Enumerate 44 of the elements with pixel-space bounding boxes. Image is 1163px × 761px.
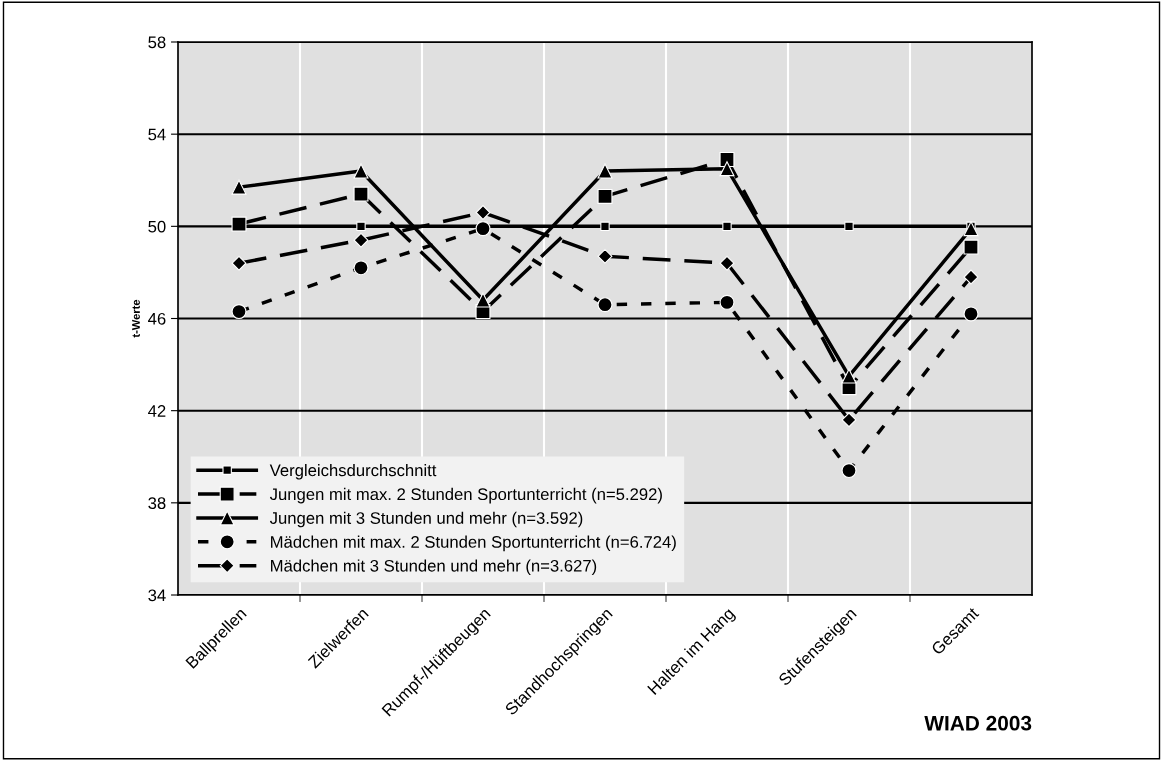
y-tick-label: 46 bbox=[148, 312, 166, 325]
point bbox=[719, 294, 735, 310]
point bbox=[475, 292, 491, 308]
legend-label: Jungen mit 3 Stunden und mehr (n=3.592) bbox=[269, 511, 583, 528]
y-tick-label: 38 bbox=[148, 497, 166, 510]
point bbox=[356, 221, 366, 232]
y-axis-title: t-Werte bbox=[132, 299, 140, 338]
point bbox=[353, 186, 369, 202]
point bbox=[231, 216, 247, 232]
point bbox=[719, 161, 735, 177]
point bbox=[353, 260, 369, 276]
point bbox=[597, 163, 613, 179]
point bbox=[231, 255, 247, 271]
legend-label: Mädchen mit max. 2 Stunden Sportunterricht (n=6.724) bbox=[271, 535, 676, 552]
point bbox=[963, 306, 979, 322]
point bbox=[963, 239, 979, 255]
point bbox=[597, 297, 613, 313]
point bbox=[600, 221, 610, 232]
y-tick-label: 34 bbox=[148, 589, 166, 602]
legend-label: Mädchen mit 3 Stunden und mehr (n=3.627) bbox=[271, 559, 597, 575]
y-tick-label: 42 bbox=[148, 405, 166, 417]
point bbox=[231, 179, 247, 195]
legend-label: Jungen mit max. 2 Stunden Sportunterricht (n=5.292) bbox=[269, 487, 662, 504]
point bbox=[841, 368, 857, 384]
y-tick-label: 58 bbox=[148, 36, 166, 49]
point bbox=[719, 255, 735, 271]
point bbox=[597, 248, 613, 264]
point bbox=[841, 463, 857, 479]
point bbox=[353, 163, 369, 179]
point bbox=[844, 221, 854, 232]
legend-label: Vergleichsdurchschnitt bbox=[269, 463, 437, 480]
point bbox=[719, 152, 735, 168]
point bbox=[231, 304, 247, 320]
point bbox=[475, 205, 491, 220]
point bbox=[963, 269, 979, 285]
y-tick-label: 54 bbox=[148, 128, 166, 141]
point bbox=[353, 232, 369, 248]
point bbox=[963, 221, 979, 237]
point bbox=[597, 188, 613, 204]
point bbox=[841, 412, 857, 428]
point bbox=[475, 221, 491, 237]
text: WIAD 2003 bbox=[924, 715, 1032, 731]
y-tick-label: 50 bbox=[148, 220, 166, 233]
point bbox=[722, 221, 732, 232]
